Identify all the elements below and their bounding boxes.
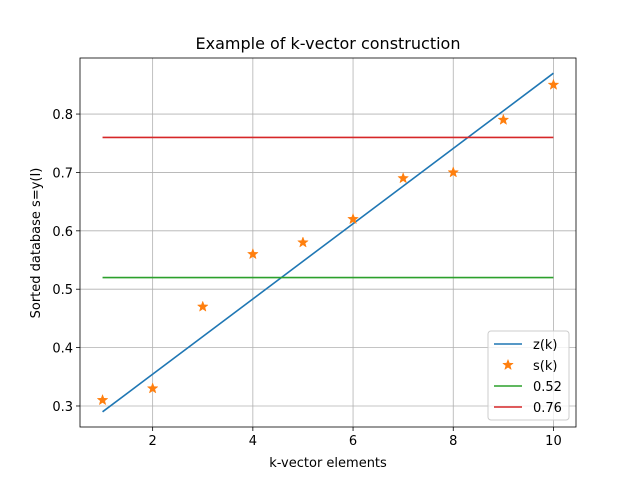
- legend-label: 0.76: [533, 401, 562, 416]
- x-tick-label: 6: [349, 434, 357, 449]
- series-1-point: [146, 382, 159, 394]
- y-tick-label: 0.4: [52, 342, 73, 357]
- series-1-point: [246, 247, 259, 260]
- series-1-point: [297, 236, 309, 248]
- series-1-point: [547, 78, 560, 90]
- x-axis: 2 4 6 8 10: [149, 427, 562, 449]
- x-tick-label: 8: [449, 434, 457, 449]
- series-1-point: [397, 172, 410, 184]
- legend-label: s(k): [533, 359, 557, 374]
- series-1-point: [347, 212, 359, 225]
- legend-label: z(k): [533, 338, 558, 353]
- plot-area: [96, 72, 560, 413]
- y-tick-label: 0.3: [52, 400, 73, 415]
- axes-frame: [79, 57, 577, 428]
- x-axis-label: k-vector elements: [269, 456, 387, 471]
- y-tick-label: 0.7: [52, 166, 73, 181]
- y-tick-label: 0.5: [52, 283, 73, 298]
- y-axis: 0.3 0.4 0.5 0.6 0.7 0.8: [52, 108, 80, 415]
- legend: z(k) s(k) 0.52 0.76: [487, 330, 570, 421]
- legend-swatch: [502, 358, 514, 371]
- grid: [80, 58, 576, 427]
- y-tick-label: 0.6: [52, 225, 73, 240]
- y-axis-label: Sorted database s=y(I): [29, 168, 44, 319]
- legend-label: 0.52: [533, 380, 562, 395]
- x-tick-label: 10: [545, 434, 562, 449]
- series-1-point: [447, 166, 460, 178]
- y-tick-label: 0.8: [52, 108, 73, 123]
- series-1-point: [497, 113, 510, 125]
- x-tick-label: 2: [149, 434, 157, 449]
- series-0-line: [102, 72, 554, 413]
- series-1-point: [96, 393, 109, 406]
- chart-title: Example of k-vector construction: [196, 34, 461, 53]
- series-1-point: [196, 300, 209, 312]
- x-tick-label: 4: [249, 434, 257, 449]
- legend-box: [487, 330, 570, 421]
